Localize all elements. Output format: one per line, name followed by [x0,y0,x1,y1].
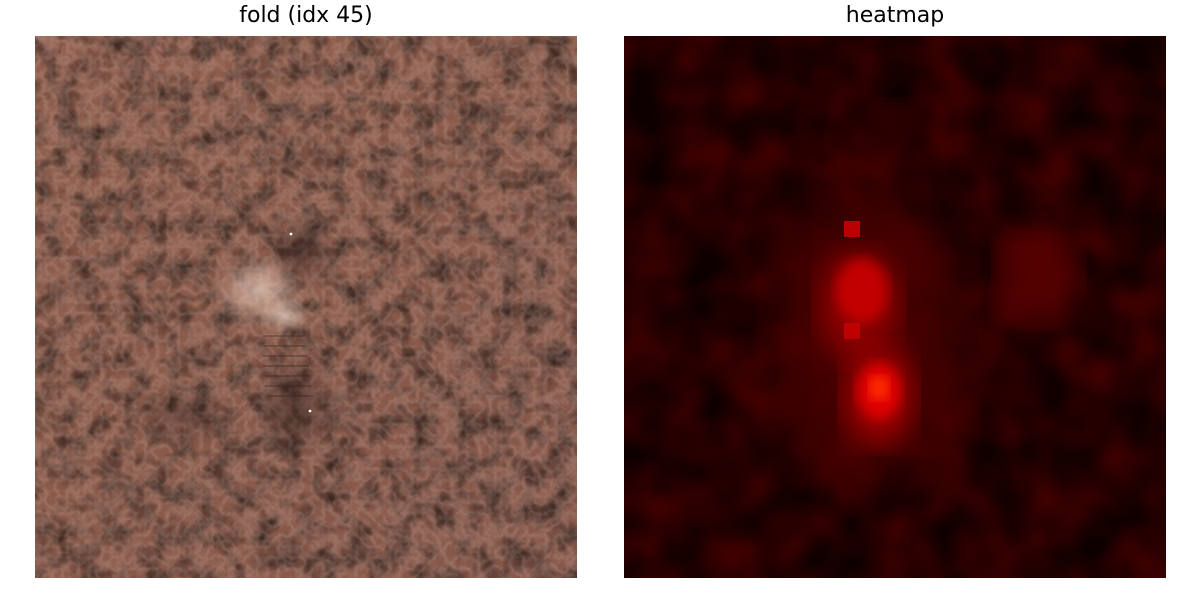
panel-title-heatmap: heatmap [845,3,945,28]
heatmap-image [624,36,1166,578]
panel-title-sample: fold (idx 45) [239,3,373,28]
leather-fold-image [35,36,577,578]
panel-heatmap: heatmap [624,0,1166,580]
panel-sample-image: fold (idx 45) [35,0,577,580]
